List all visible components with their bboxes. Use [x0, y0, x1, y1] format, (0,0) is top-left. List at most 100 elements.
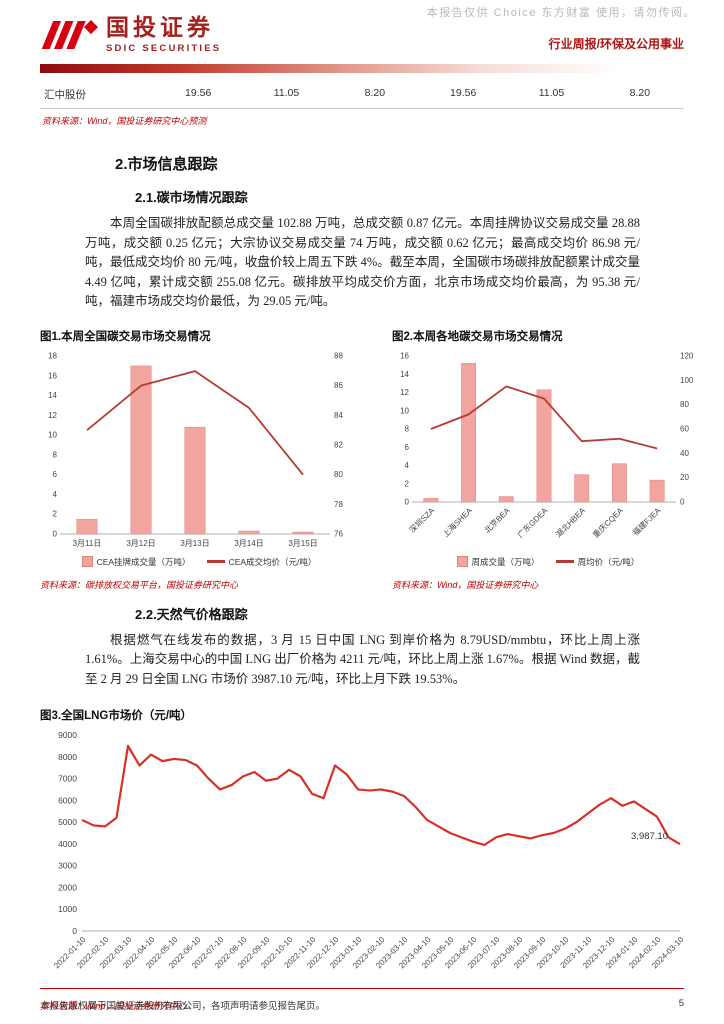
footer-divider [40, 988, 684, 989]
stock-value-cell: 19.56 [450, 87, 477, 99]
sdic-logo-icon [41, 20, 98, 50]
svg-text:6: 6 [405, 442, 410, 451]
line-swatch-icon [206, 560, 225, 563]
figure1-combo-chart: 0 2 4 6 8 10 12 14 16 18 76 78 80 82 84 86 88 3月11日 3月12日 3… [48, 351, 343, 548]
svg-text:3月14日: 3月14日 [234, 539, 263, 548]
svg-text:0: 0 [72, 926, 77, 936]
svg-text:20: 20 [680, 473, 689, 482]
svg-text:12: 12 [400, 388, 409, 397]
subsection-carbon-market: 2.1.碳市场情况跟踪 [135, 190, 248, 205]
svg-text:重庆CQEA: 重庆CQEA [590, 504, 625, 539]
svg-text:7000: 7000 [58, 774, 77, 784]
table-row: 汇中股份 19.56 11.05 8.20 19.56 11.05 8.20 [40, 83, 684, 109]
lng-price-paragraph: 根据燃气在线发布的数据，3 月 15 日中国 LNG 到岸价格为 8.79USD… [85, 632, 640, 686]
svg-text:88: 88 [334, 351, 343, 360]
svg-text:14: 14 [400, 369, 409, 378]
svg-text:3月15日: 3月15日 [288, 539, 317, 548]
svg-text:2: 2 [405, 479, 410, 488]
svg-text:78: 78 [334, 499, 343, 508]
figures-row: 图1.本周全国碳交易市场交易情况 0 2 4 6 8 10 12 14 16 18 76 78 80 82… [40, 328, 700, 591]
figure1-legend: CEA挂牌成交量（万吨） CEA成交均价（元/吨） [40, 556, 358, 568]
svg-text:120: 120 [680, 351, 694, 360]
svg-text:18: 18 [48, 351, 57, 360]
svg-text:80: 80 [680, 400, 689, 409]
svg-text:2: 2 [53, 509, 58, 518]
bar-swatch-icon [81, 556, 93, 567]
figure1-source-note: 资料来源：碳排放权交易平台，国投证券研究中心 [40, 579, 239, 590]
stock-value-cell: 11.05 [538, 87, 565, 99]
svg-text:福建FJEA: 福建FJEA [630, 504, 663, 537]
stock-value-cell: 8.20 [364, 87, 386, 99]
brand-text: 国投证券 SDIC SECURITIES [106, 16, 222, 55]
footer-row: 本报告版权属于国投证券股份有限公司，各项声明请参见报告尾页。 5 [40, 989, 684, 1012]
svg-text:0: 0 [53, 529, 58, 538]
svg-text:84: 84 [334, 410, 343, 419]
svg-text:14: 14 [48, 391, 57, 400]
svg-text:0: 0 [680, 497, 685, 506]
svg-text:2000: 2000 [58, 882, 77, 892]
table-source-note: 资料来源：Wind，国投证券研究中心预测 [42, 116, 207, 126]
svg-text:6000: 6000 [58, 795, 77, 805]
svg-text:5000: 5000 [58, 817, 77, 827]
figure1-title: 图1.本周全国碳交易市场交易情况 [40, 330, 211, 343]
stock-name-cell: 汇中股份 [44, 89, 86, 101]
figure2-source-note: 资料来源：Wind，国投证券研究中心 [392, 579, 539, 590]
legend-item-line: 周均价（元/吨） [555, 556, 640, 568]
legend-label: CEA挂牌成交量（万吨） [96, 556, 191, 567]
svg-text:3月13日: 3月13日 [180, 539, 209, 548]
section-title-market-tracking: 2.市场信息跟踪 [115, 156, 218, 173]
stock-value-cell: 8.20 [629, 87, 651, 99]
legend-label: 周均价（元/吨） [577, 556, 640, 567]
report-type-label: 行业周报/环保及公用事业 [548, 37, 684, 51]
svg-text:1000: 1000 [58, 904, 77, 914]
figure2-legend: 周成交量（万吨） 周均价（元/吨） [392, 556, 704, 568]
legend-label: CEA成交均价（元/吨） [228, 556, 317, 567]
svg-text:4: 4 [405, 461, 410, 470]
svg-text:10: 10 [48, 430, 57, 439]
header-divider [40, 64, 724, 73]
page-number: 5 [678, 998, 684, 1009]
svg-text:广东GDEA: 广东GDEA [515, 504, 550, 539]
svg-text:4: 4 [53, 489, 58, 498]
stock-value-cell: 19.56 [185, 87, 212, 99]
report-footer: 本报告版权属于国投证券股份有限公司，各项声明请参见报告尾页。 5 [40, 988, 684, 1012]
report-header: 国投证券 SDIC SECURITIES 行业周报/环保及公用事业 [0, 0, 724, 54]
stock-value-cell: 11.05 [273, 87, 300, 99]
legend-item-bar: CEA挂牌成交量（万吨） [81, 556, 191, 568]
figure2-combo-chart: 0 2 4 6 8 10 12 14 16 0 20 40 60 80 100 120 深圳SZA 上海SHEA 北… [400, 351, 694, 539]
svg-text:北京BEA: 北京BEA [482, 504, 512, 534]
svg-text:上海SHEA: 上海SHEA [440, 504, 474, 538]
svg-text:76: 76 [334, 529, 343, 538]
footer-copyright: 本报告版权属于国投证券股份有限公司，各项声明请参见报告尾页。 [40, 1001, 326, 1012]
svg-text:3,987.10: 3,987.10 [631, 831, 668, 842]
figure3-title: 图3.全国LNG市场价（元/吨） [40, 710, 193, 722]
svg-text:4000: 4000 [58, 839, 77, 849]
svg-text:8000: 8000 [58, 752, 77, 762]
svg-text:8: 8 [53, 450, 58, 459]
figure3-line-chart: 0100020003000400050006000700080009000202… [52, 730, 686, 970]
svg-text:0: 0 [405, 497, 410, 506]
svg-text:湖北HBEA: 湖北HBEA [554, 505, 588, 539]
line-swatch-icon [555, 560, 574, 563]
svg-text:3月12日: 3月12日 [126, 539, 155, 548]
figure-2: 图2.本周各地碳交易市场交易情况 0 2 4 6 8 10 12 14 16 0 20 40 60 80 1… [392, 328, 704, 591]
legend-label: 周成交量（万吨） [471, 556, 540, 567]
svg-text:3月11日: 3月11日 [73, 539, 102, 548]
svg-text:深圳SZA: 深圳SZA [407, 504, 437, 534]
svg-text:8: 8 [405, 424, 410, 433]
svg-text:12: 12 [48, 410, 57, 419]
bar-swatch-icon [456, 556, 468, 567]
svg-text:40: 40 [680, 448, 689, 457]
svg-text:6: 6 [53, 470, 58, 479]
svg-text:16: 16 [48, 371, 57, 380]
svg-text:86: 86 [334, 381, 343, 390]
svg-text:3000: 3000 [58, 861, 77, 871]
brand-name-en: SDIC SECURITIES [106, 43, 222, 54]
figure2-title: 图2.本周各地碳交易市场交易情况 [392, 330, 563, 343]
subsection-gas-price: 2.2.天然气价格跟踪 [135, 606, 248, 622]
figure3-source-note: 资料来源：Wind，国投证券研究中心 [40, 1001, 187, 1011]
watermark: 本报告仅供 Choice 东方财富 使用，请勿传阅。 [426, 7, 696, 19]
svg-text:9000: 9000 [58, 730, 77, 740]
svg-text:10: 10 [400, 406, 409, 415]
